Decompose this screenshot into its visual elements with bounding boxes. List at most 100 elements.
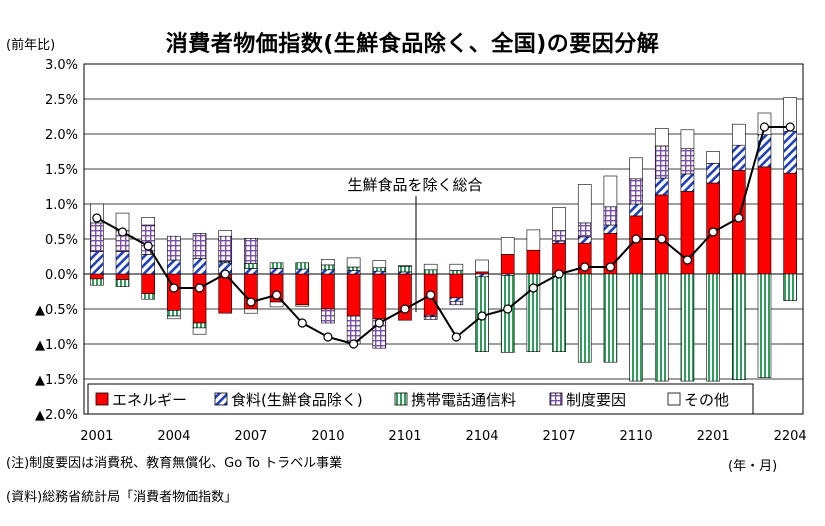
- bar-segment-food: [475, 273, 489, 278]
- bar-segment-other: [423, 263, 438, 271]
- bar-segment-food: [732, 144, 746, 171]
- bar-segment-telecom: [372, 267, 387, 272]
- bar-segment-energy: [552, 242, 566, 275]
- bar-segment-telecom: [603, 273, 618, 363]
- total-marker: [426, 290, 436, 300]
- bar-segment-policy: [90, 222, 104, 252]
- bar-segment-policy: [680, 148, 695, 175]
- total-marker: [143, 241, 153, 251]
- bar-segment-policy: [552, 230, 566, 242]
- bar-segment-food: [680, 173, 695, 192]
- bar-segment-food: [577, 236, 592, 244]
- bar-segment-other: [732, 123, 746, 146]
- legend-label-other: その他: [684, 391, 729, 409]
- bar-segment-telecom: [244, 263, 258, 269]
- bar-segment-food: [346, 270, 361, 275]
- bar-segment-telecom: [526, 273, 541, 352]
- total-marker: [657, 234, 667, 244]
- x-unit-label: (年・月): [728, 459, 778, 474]
- total-marker: [323, 332, 333, 342]
- legend-swatch-policy: [549, 392, 563, 406]
- bar-segment-other: [141, 217, 155, 226]
- x-tick-label: 2201: [697, 429, 730, 444]
- bar-segment-policy: [423, 316, 438, 320]
- bar-segment-food: [706, 163, 720, 184]
- bar-segment-telecom: [629, 273, 643, 382]
- total-marker: [194, 283, 205, 293]
- legend-swatch-energy: [95, 392, 109, 406]
- bar-segment-other: [475, 259, 489, 273]
- bar-segment-food: [269, 268, 284, 275]
- bar-segment-other: [603, 175, 618, 208]
- bar-segment-food: [629, 203, 643, 217]
- total-marker: [374, 318, 384, 328]
- total-marker: [503, 304, 513, 314]
- bar-segment-other: [577, 184, 592, 224]
- bar-segment-other: [269, 301, 284, 308]
- bar-segment-energy: [783, 172, 797, 275]
- total-marker: [528, 283, 538, 293]
- y-tick-label: ▲1.0%: [35, 338, 78, 353]
- bar-segment-policy: [603, 206, 618, 226]
- bar-segment-other: [449, 263, 464, 271]
- x-tick-label: 2010: [311, 429, 344, 444]
- bar-segment-telecom: [141, 293, 155, 300]
- bar-segment-other: [295, 304, 310, 307]
- bar-segment-policy: [629, 178, 643, 205]
- total-line: [96, 126, 791, 346]
- x-tick-label: 2101: [388, 429, 421, 444]
- x-tick-label: 2007: [234, 429, 267, 444]
- x-tick-label: 2104: [465, 429, 498, 444]
- bar-segment-other: [680, 129, 695, 150]
- bar-segment-policy: [449, 300, 464, 306]
- footnote: (注)制度要因は消費税、教育無償化、Go To トラベル事業: [6, 456, 343, 471]
- bar-segment-food: [295, 268, 310, 275]
- total-marker: [759, 122, 770, 132]
- legend-label-telecom: 携帯電話通信料: [411, 391, 516, 409]
- y-tick-label: 3.0%: [45, 58, 78, 73]
- y-tick-label: ▲2.0%: [35, 408, 78, 423]
- x-tick-label: 2107: [543, 429, 576, 444]
- bar-segment-food: [244, 268, 258, 275]
- bar-segment-food: [372, 270, 387, 275]
- x-tick-label: 2001: [80, 429, 113, 444]
- total-marker: [117, 227, 128, 237]
- y-tick-label: 0.0%: [45, 268, 78, 283]
- bar-segment-food: [654, 177, 669, 196]
- bar-segment-food: [167, 259, 181, 275]
- chart-title: 消費者物価指数(生鮮食品除く、全国)の要因分解: [165, 32, 660, 57]
- bar-segment-telecom: [552, 273, 566, 352]
- y-tick-label: 2.5%: [45, 93, 78, 108]
- bar-segment-telecom: [654, 273, 669, 382]
- total-marker: [580, 262, 590, 272]
- total-marker: [297, 318, 307, 328]
- bar-segment-telecom: [732, 273, 746, 380]
- bar-segment-energy: [346, 273, 361, 317]
- bar-segment-telecom: [423, 269, 438, 275]
- bar-segment-other: [552, 207, 566, 231]
- total-marker: [246, 297, 256, 307]
- bar-segment-other: [500, 237, 515, 255]
- bar-segment-food: [90, 251, 104, 275]
- bar-segment-telecom: [269, 262, 284, 269]
- bar-segment-other: [346, 257, 361, 268]
- total-marker: [169, 283, 179, 293]
- legend-swatch-other: [667, 392, 681, 406]
- bar-segment-telecom: [500, 275, 515, 353]
- bar-segment-other: [372, 260, 387, 269]
- total-marker: [477, 311, 487, 321]
- x-tick-label: 2004: [157, 429, 190, 444]
- bar-segment-policy: [192, 233, 207, 259]
- bar-segment-telecom: [398, 265, 412, 273]
- bar-segment-energy: [475, 271, 489, 275]
- bar-segment-policy: [218, 235, 233, 262]
- bar-segment-energy: [90, 273, 104, 280]
- y-tick-label: 1.0%: [45, 198, 78, 213]
- total-marker: [92, 213, 102, 223]
- total-marker: [785, 122, 795, 132]
- bar-segment-energy: [500, 254, 515, 275]
- bar-segment-food: [115, 251, 130, 275]
- bar-segment-other: [218, 230, 233, 237]
- bar-segment-food: [398, 271, 412, 275]
